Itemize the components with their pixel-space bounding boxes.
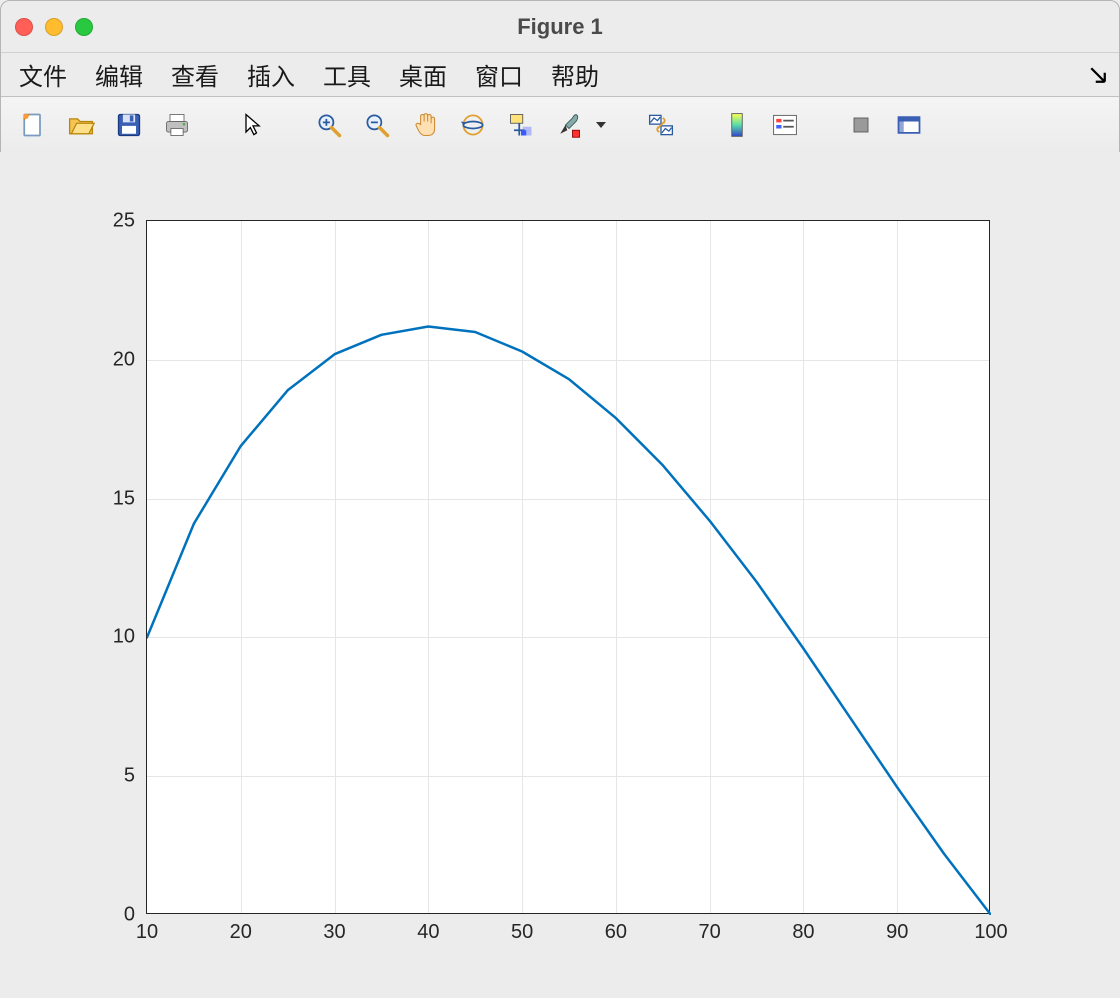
open-file-icon[interactable] bbox=[57, 101, 105, 149]
legend-icon[interactable] bbox=[761, 101, 809, 149]
new-figure-icon[interactable] bbox=[9, 101, 57, 149]
menu-window[interactable]: 窗口 bbox=[475, 57, 523, 92]
window-controls bbox=[15, 18, 93, 36]
data-cursor-icon[interactable] bbox=[497, 101, 545, 149]
close-window-button[interactable] bbox=[15, 18, 33, 36]
brush-icon[interactable] bbox=[545, 101, 593, 149]
menu-edit[interactable]: 编辑 bbox=[95, 57, 143, 92]
brush-dropdown-caret[interactable] bbox=[593, 101, 609, 149]
hide-tools-icon[interactable] bbox=[837, 101, 885, 149]
figure-canvas: 1020304050607080901000510152025 bbox=[0, 152, 1120, 998]
menu-insert[interactable]: 插入 bbox=[247, 57, 295, 92]
xtick-label: 30 bbox=[323, 921, 345, 944]
menubar: 文件 编辑 查看 插入 工具 桌面 窗口 帮助 bbox=[1, 53, 1119, 97]
xtick-label: 20 bbox=[230, 921, 252, 944]
xtick-label: 50 bbox=[511, 921, 533, 944]
show-tools-icon[interactable] bbox=[885, 101, 933, 149]
titlebar: Figure 1 bbox=[1, 1, 1119, 53]
xtick-label: 100 bbox=[974, 921, 1007, 944]
xtick-label: 90 bbox=[886, 921, 908, 944]
zoom-out-icon[interactable] bbox=[353, 101, 401, 149]
zoom-in-icon[interactable] bbox=[305, 101, 353, 149]
ytick-label: 0 bbox=[124, 904, 147, 927]
print-icon[interactable] bbox=[153, 101, 201, 149]
pan-icon[interactable] bbox=[401, 101, 449, 149]
rotate3d-icon[interactable] bbox=[449, 101, 497, 149]
link-plot-icon[interactable] bbox=[637, 101, 685, 149]
menu-view[interactable]: 查看 bbox=[171, 57, 219, 92]
menu-file[interactable]: 文件 bbox=[19, 57, 67, 92]
toolbar bbox=[1, 97, 1119, 153]
colorbar-icon[interactable] bbox=[713, 101, 761, 149]
axes: 1020304050607080901000510152025 bbox=[146, 220, 990, 914]
ytick-label: 20 bbox=[113, 348, 147, 371]
ytick-label: 10 bbox=[113, 626, 147, 649]
xtick-label: 40 bbox=[417, 921, 439, 944]
ytick-label: 25 bbox=[113, 210, 147, 233]
ytick-label: 5 bbox=[124, 765, 147, 788]
dock-arrow-icon[interactable] bbox=[1089, 66, 1107, 84]
menu-tools[interactable]: 工具 bbox=[323, 57, 371, 92]
pointer-icon[interactable] bbox=[229, 101, 277, 149]
minimize-window-button[interactable] bbox=[45, 18, 63, 36]
menu-help[interactable]: 帮助 bbox=[551, 57, 599, 92]
xtick-label: 60 bbox=[605, 921, 627, 944]
plot-line-series bbox=[147, 221, 991, 915]
menu-desktop[interactable]: 桌面 bbox=[399, 57, 447, 92]
xtick-label: 80 bbox=[792, 921, 814, 944]
ytick-label: 15 bbox=[113, 487, 147, 510]
window-title: Figure 1 bbox=[1, 14, 1119, 40]
save-icon[interactable] bbox=[105, 101, 153, 149]
zoom-window-button[interactable] bbox=[75, 18, 93, 36]
xtick-label: 70 bbox=[699, 921, 721, 944]
